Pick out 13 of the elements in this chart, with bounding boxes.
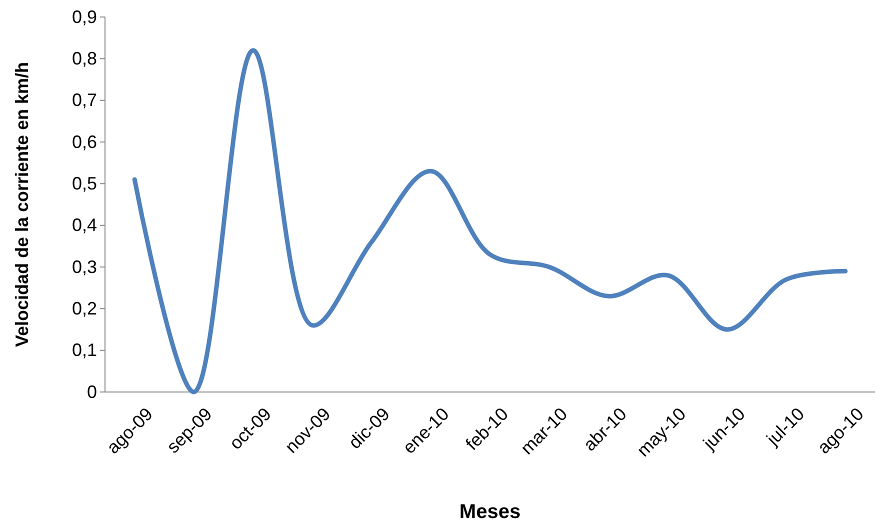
y-tick-label: 0,1 <box>72 340 97 360</box>
y-tick-label: 0 <box>86 382 97 402</box>
y-tick-label: 0,6 <box>72 132 97 152</box>
y-tick-label: 0,9 <box>72 6 97 27</box>
y-tick-label: 0,8 <box>72 48 97 68</box>
y-tick-label: 0,5 <box>72 173 97 194</box>
y-tick-label: 0,7 <box>72 90 97 110</box>
x-axis-title: Meses <box>459 501 521 523</box>
y-tick-label: 0,4 <box>72 215 97 236</box>
y-tick-label: 0,3 <box>72 256 97 277</box>
y-axis-title: Velocidad de la corriente en km/h <box>12 62 32 348</box>
line-series <box>132 48 848 394</box>
y-tick-label: 0,2 <box>72 298 97 318</box>
